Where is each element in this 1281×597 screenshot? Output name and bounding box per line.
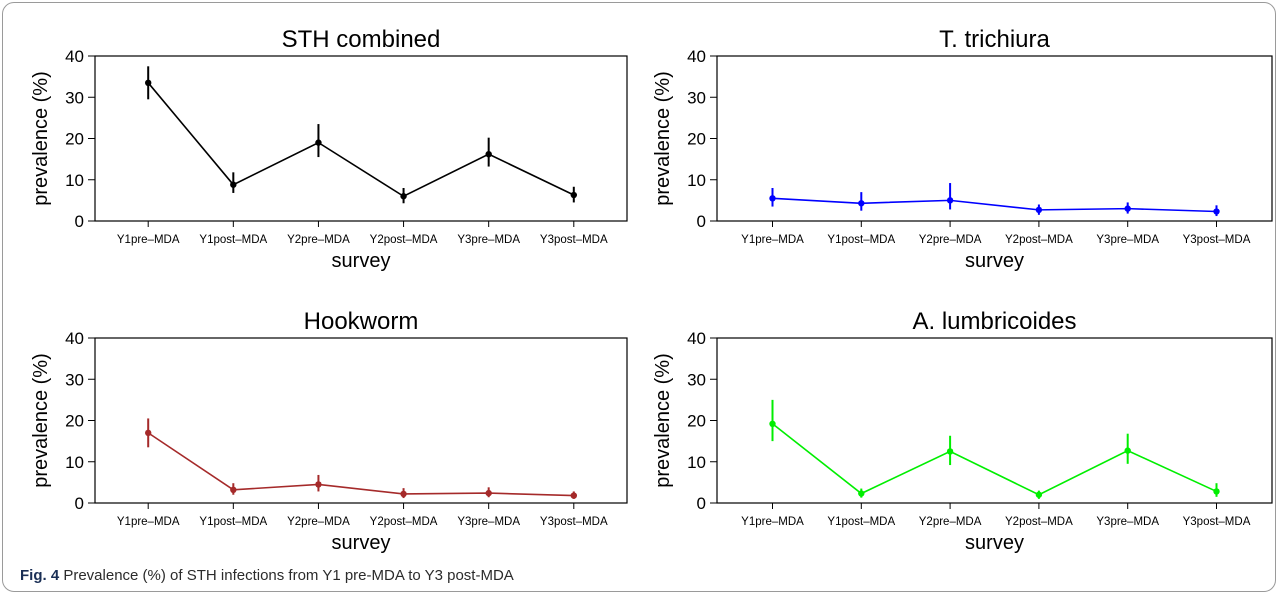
chart-panel-2: T. trichiura 0 10 20 30 40 prevalence (%) Y1pre… <box>652 26 1273 272</box>
x-tick-label: Y1pre–MDA <box>741 516 804 528</box>
x-tick-label: Y3pre–MDA <box>457 516 520 528</box>
x-tick-label: Y1post–MDA <box>199 234 267 246</box>
chart-title: STH combined <box>282 26 441 53</box>
data-point <box>570 492 577 499</box>
plot-area <box>716 55 1273 222</box>
x-tick-label: Y3pre–MDA <box>1096 516 1159 528</box>
y-tick-label: 30 <box>687 370 706 389</box>
chart-title: A. lumbricoides <box>912 308 1076 335</box>
data-point <box>400 193 407 200</box>
series-line <box>772 423 1217 496</box>
data-point <box>1035 491 1043 498</box>
y-tick-label: 30 <box>65 88 84 107</box>
y-tick-label: 10 <box>687 171 706 190</box>
x-tick-label: Y1post–MDA <box>199 516 267 528</box>
y-tick-label: 30 <box>65 370 84 389</box>
chart-title: Hookworm <box>304 308 419 335</box>
data-point <box>858 490 865 497</box>
x-tick-label: Y3post–MDA <box>1183 234 1251 246</box>
x-tick-label: Y3pre–MDA <box>457 234 520 246</box>
y-tick-label: 10 <box>65 453 84 472</box>
caption-label: Fig. 4 <box>20 567 60 584</box>
y-tick-label: 40 <box>687 47 706 66</box>
data-point <box>769 420 776 427</box>
data-point <box>230 181 237 188</box>
data-point <box>946 448 954 455</box>
x-tick-label: Y2pre–MDA <box>919 234 982 246</box>
y-tick-label: 20 <box>687 412 706 431</box>
x-tick-label: Y2post–MDA <box>370 516 438 528</box>
data-point <box>485 150 492 158</box>
x-tick-label: Y2pre–MDA <box>287 234 350 246</box>
x-tick-label: Y2pre–MDA <box>919 516 982 528</box>
plot-area <box>94 55 628 222</box>
figure-caption: Fig. 4 Prevalence (%) of STH infections … <box>20 567 514 584</box>
data-point <box>1213 208 1220 215</box>
y-tick-label: 30 <box>687 88 706 107</box>
data-point <box>485 489 492 497</box>
x-axis-label: survey <box>965 532 1024 554</box>
y-tick-label: 20 <box>687 130 706 149</box>
chart-panel-3: Hookworm 0 10 20 30 40 prevalence (%) Y1pre–MDA… <box>30 308 628 554</box>
data-point <box>315 481 322 488</box>
y-axis-label: prevalence (%) <box>652 71 674 206</box>
y-tick-label: 10 <box>687 453 706 472</box>
y-tick-label: 0 <box>75 494 84 513</box>
x-tick-label: Y2pre–MDA <box>287 516 350 528</box>
x-axis-label: survey <box>332 250 391 272</box>
chart-title: T. trichiura <box>939 26 1050 53</box>
y-tick-label: 20 <box>65 130 84 149</box>
x-tick-label: Y1post–MDA <box>827 516 895 528</box>
data-point <box>858 200 865 207</box>
x-tick-label: Y3pre–MDA <box>1096 234 1159 246</box>
chart-panel-4: A. lumbricoides 0 10 20 30 40 prevalence (%) Y1… <box>652 308 1273 554</box>
data-point <box>1124 447 1131 454</box>
series-line <box>147 432 574 497</box>
x-tick-label: Y3post–MDA <box>540 234 608 246</box>
y-tick-label: 0 <box>697 212 706 231</box>
data-point <box>1124 205 1131 212</box>
y-axis-label: prevalence (%) <box>30 71 52 206</box>
x-tick-label: Y2post–MDA <box>1005 234 1073 246</box>
y-tick-label: 0 <box>75 212 84 231</box>
x-tick-label: Y3post–MDA <box>1183 516 1251 528</box>
x-tick-label: Y1pre–MDA <box>117 516 180 528</box>
y-tick-label: 40 <box>65 47 84 66</box>
plot-area <box>94 337 628 504</box>
data-point <box>230 486 237 493</box>
chart-panel-1: STH combined 0 10 20 30 40 prevalence (%) Y1pre… <box>30 26 628 272</box>
data-point <box>400 490 407 498</box>
y-tick-label: 10 <box>65 171 84 190</box>
data-point <box>1035 206 1043 214</box>
data-point <box>570 191 577 199</box>
x-tick-label: Y1pre–MDA <box>741 234 804 246</box>
y-tick-label: 0 <box>697 494 706 513</box>
data-point <box>1213 488 1220 495</box>
data-point <box>769 195 776 202</box>
x-tick-label: Y1post–MDA <box>827 234 895 246</box>
x-axis-label: survey <box>332 532 391 554</box>
data-point <box>145 79 152 87</box>
series-line <box>147 82 575 198</box>
x-tick-label: Y3post–MDA <box>540 516 608 528</box>
x-axis-label: survey <box>965 250 1024 272</box>
y-tick-label: 20 <box>65 412 84 431</box>
y-tick-label: 40 <box>687 329 706 348</box>
x-tick-label: Y1pre–MDA <box>117 234 180 246</box>
y-axis-label: prevalence (%) <box>30 353 52 488</box>
y-tick-label: 40 <box>65 329 84 348</box>
x-tick-label: Y2post–MDA <box>370 234 438 246</box>
data-point <box>145 429 152 437</box>
y-axis-label: prevalence (%) <box>652 353 674 488</box>
data-point <box>315 139 322 146</box>
series-line <box>772 197 1217 213</box>
caption-text: Prevalence (%) of STH infections from Y1… <box>63 567 514 584</box>
data-point <box>946 197 954 204</box>
x-tick-label: Y2post–MDA <box>1005 516 1073 528</box>
